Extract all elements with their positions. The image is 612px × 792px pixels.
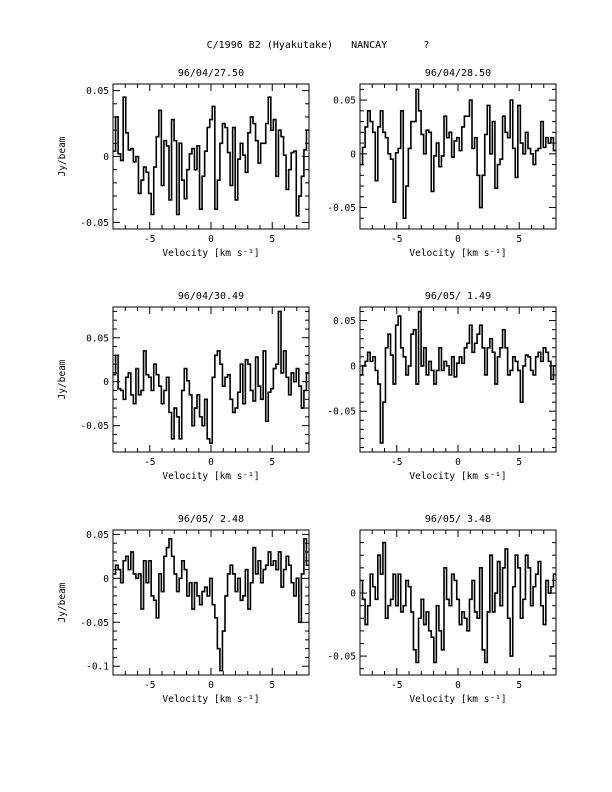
y-tick-label: 0.05 (86, 530, 109, 541)
x-tick-label: -5 (391, 234, 402, 245)
panel-title: 96/05/ 3.48 (425, 514, 491, 525)
y-tick-label: 0.05 (86, 333, 109, 344)
y-tick-label: 0.05 (333, 96, 356, 107)
panel-title: 96/05/ 2.48 (178, 514, 244, 525)
spectrum-line (113, 537, 309, 672)
x-tick-label: 0 (208, 234, 214, 245)
plot-frame (359, 83, 557, 230)
x-tick-label: 0 (455, 234, 461, 245)
x-tick-label: 0 (208, 457, 214, 468)
y-axis-label: Jy/beam (57, 359, 68, 399)
panel-title: 96/04/27.50 (178, 68, 244, 79)
spectrum-panel-1: 96/04/27.50 -5 0 5 -0.05 0 0.05 Velocity [km s⁻… (57, 68, 310, 259)
y-tick-label: 0 (350, 149, 356, 160)
x-tick-label: 0 (455, 680, 461, 691)
y-tick-label: -0.05 (327, 407, 356, 418)
x-axis-label: Velocity [km s⁻¹] (162, 694, 259, 705)
x-tick-label: -5 (144, 234, 155, 245)
y-tick-label: 0.05 (86, 86, 109, 97)
y-tick-label: -0.05 (80, 421, 109, 432)
spectrum-line (360, 310, 556, 444)
spectra-panels: 96/04/27.50 -5 0 5 -0.05 0 0.05 Velocity [km s⁻… (57, 68, 557, 705)
x-tick-label: 5 (516, 457, 522, 468)
x-axis-label: Velocity [km s⁻¹] (162, 248, 259, 259)
y-tick-label: 0.05 (333, 316, 356, 327)
x-tick-label: -5 (391, 680, 402, 691)
panel-title: 96/05/ 1.49 (425, 291, 491, 302)
y-tick-label: -0.05 (80, 618, 109, 629)
y-tick-label: -0.05 (327, 652, 356, 663)
y-axis-label: Jy/beam (57, 136, 68, 176)
panel-title: 96/04/28.50 (425, 68, 491, 79)
x-tick-label: 5 (269, 457, 275, 468)
y-tick-label: 0 (103, 377, 109, 388)
y-tick-label: 0 (103, 152, 109, 163)
y-tick-label: -0.05 (327, 203, 356, 214)
spectrum-line (360, 541, 556, 664)
x-tick-label: 0 (455, 457, 461, 468)
spectrum-panel-3: 96/04/30.49 -5 0 5 -0.05 0 0.05 Velocity [km s⁻… (57, 291, 310, 482)
plot-frame (359, 529, 557, 676)
spectrum-panel-5: 96/05/ 2.48 -5 0 5 -0.1 -0.05 0 0.05 Velocity [k… (57, 514, 310, 705)
spectrum-panel-4: 96/05/ 1.49 -5 0 5 -0.05 0 0.05 Velocity [km s⁻… (327, 291, 557, 482)
x-axis-label: Velocity [km s⁻¹] (409, 248, 506, 259)
x-tick-label: -5 (391, 457, 402, 468)
panel-title: 96/04/30.49 (178, 291, 244, 302)
plot-frame (359, 306, 557, 453)
x-axis-label: Velocity [km s⁻¹] (162, 471, 259, 482)
y-axis-label: Jy/beam (57, 582, 68, 622)
spectrum-line (360, 88, 556, 220)
spectrum-line (113, 310, 309, 445)
spectrum-panel-6: 96/05/ 3.48 -5 0 5 -0.05 0 Velocity [km s⁻¹] (327, 514, 557, 705)
y-tick-label: 0 (103, 574, 109, 585)
y-tick-label: 0 (350, 361, 356, 372)
x-tick-label: 5 (269, 680, 275, 691)
x-axis-label: Velocity [km s⁻¹] (409, 694, 506, 705)
x-axis-label: Velocity [km s⁻¹] (409, 471, 506, 482)
x-tick-label: 0 (208, 680, 214, 691)
x-tick-label: 5 (516, 234, 522, 245)
plot-frame (112, 306, 310, 453)
spectrum-line (113, 96, 309, 217)
page-title: C/1996 B2 (Hyakutake) NANCAY ? (207, 40, 430, 51)
x-tick-label: -5 (144, 680, 155, 691)
plot-frame (112, 83, 310, 230)
spectrum-panel-2: 96/04/28.50 -5 0 5 -0.05 0 0.05 Velocity [km s⁻… (327, 68, 557, 259)
x-tick-label: -5 (144, 457, 155, 468)
y-tick-label: -0.05 (80, 218, 109, 229)
x-tick-label: 5 (516, 680, 522, 691)
x-tick-label: 5 (269, 234, 275, 245)
y-tick-label: -0.1 (86, 662, 109, 673)
y-tick-label: 0 (350, 589, 356, 600)
